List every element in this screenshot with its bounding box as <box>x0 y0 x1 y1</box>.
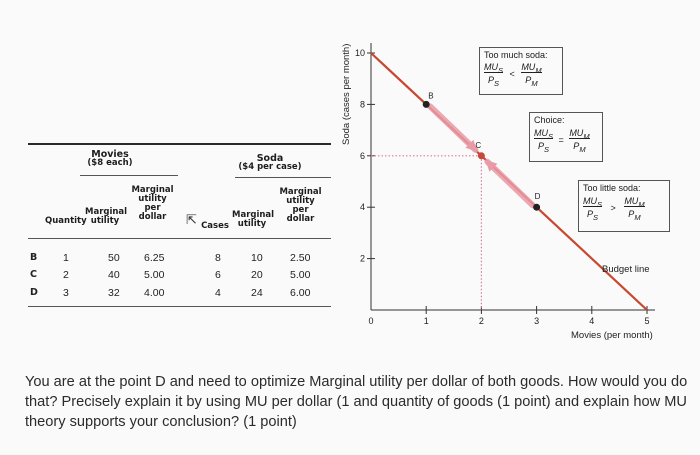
x-tick-label: 5 <box>644 316 649 326</box>
arrow-b-to-c <box>427 103 479 153</box>
movies-price: ($8 each) <box>87 158 133 168</box>
movies-header: Movies ($8 each) <box>80 150 140 168</box>
point-b <box>422 100 430 108</box>
y-tick-label: 2 <box>360 254 365 264</box>
point-d <box>533 203 541 211</box>
col-cases: Cases <box>201 221 229 231</box>
table-row: B 1 50 6.25 8 10 2.50 <box>30 252 311 264</box>
choice-formula: MUS PS = MUM PM <box>534 128 590 154</box>
movies-title: Movies <box>91 149 129 160</box>
point-c <box>477 152 485 160</box>
cursor-icon: ⇱ <box>186 212 197 227</box>
col-quantity: Quantity <box>45 216 87 226</box>
table-row: C 2 40 5.00 6 20 5.00 <box>30 269 311 281</box>
y-tick-label: 8 <box>360 99 365 109</box>
too-much-soda-box: Too much soda: MUS PS < MUM PM <box>479 47 563 95</box>
col-mu-soda: Marginal utility <box>232 210 275 229</box>
y-tick-label: 10 <box>355 48 365 58</box>
choice-box: Choice: MUS PS = MUM PM <box>529 112 603 162</box>
x-axis-label: Movies (per month) <box>571 330 653 341</box>
x-tick-label: 1 <box>424 316 429 326</box>
x-tick-label: 2 <box>479 316 484 326</box>
table-mid-rule-2 <box>235 177 331 178</box>
table-bottom-rule <box>28 306 331 307</box>
table-header-rule <box>28 238 331 239</box>
col-mupd-soda: Marginal utility per dollar <box>279 187 322 224</box>
table-mid-rule <box>80 175 178 176</box>
point-label: C <box>475 141 481 150</box>
table-top-rule <box>28 143 331 145</box>
too-much-formula: MUS PS < MUM PM <box>484 62 542 88</box>
y-tick-label: 4 <box>360 202 365 212</box>
point-label: D <box>535 192 541 201</box>
soda-header: Soda ($4 per case) <box>235 154 305 172</box>
y-tick-label: 6 <box>360 151 365 161</box>
x-tick-label: 3 <box>534 316 539 326</box>
arrowhead-b <box>465 139 478 152</box>
x-tick-label: 4 <box>589 316 594 326</box>
y-axis-label: Soda (cases per month) <box>341 43 352 145</box>
x-tick-label: 0 <box>368 316 373 326</box>
point-label: B <box>428 91 433 100</box>
col-mu-movies: Marginal utility <box>85 207 128 226</box>
too-little-soda-box: Too little soda: MUS PS > MUM PM <box>578 180 670 232</box>
col-mupd-movies: Marginal utility per dollar <box>131 185 174 222</box>
question-text: You are at the point D and need to optim… <box>25 374 688 430</box>
table-row: D 3 32 4.00 4 24 6.00 <box>30 287 311 299</box>
soda-price: ($4 per case) <box>238 162 302 172</box>
too-little-formula: MUS PS > MUM PM <box>583 196 645 222</box>
budget-line-label: Budget line <box>602 264 650 275</box>
arrow-d-to-c <box>484 158 536 209</box>
soda-title: Soda <box>256 153 284 164</box>
arrowhead-d <box>485 159 498 172</box>
